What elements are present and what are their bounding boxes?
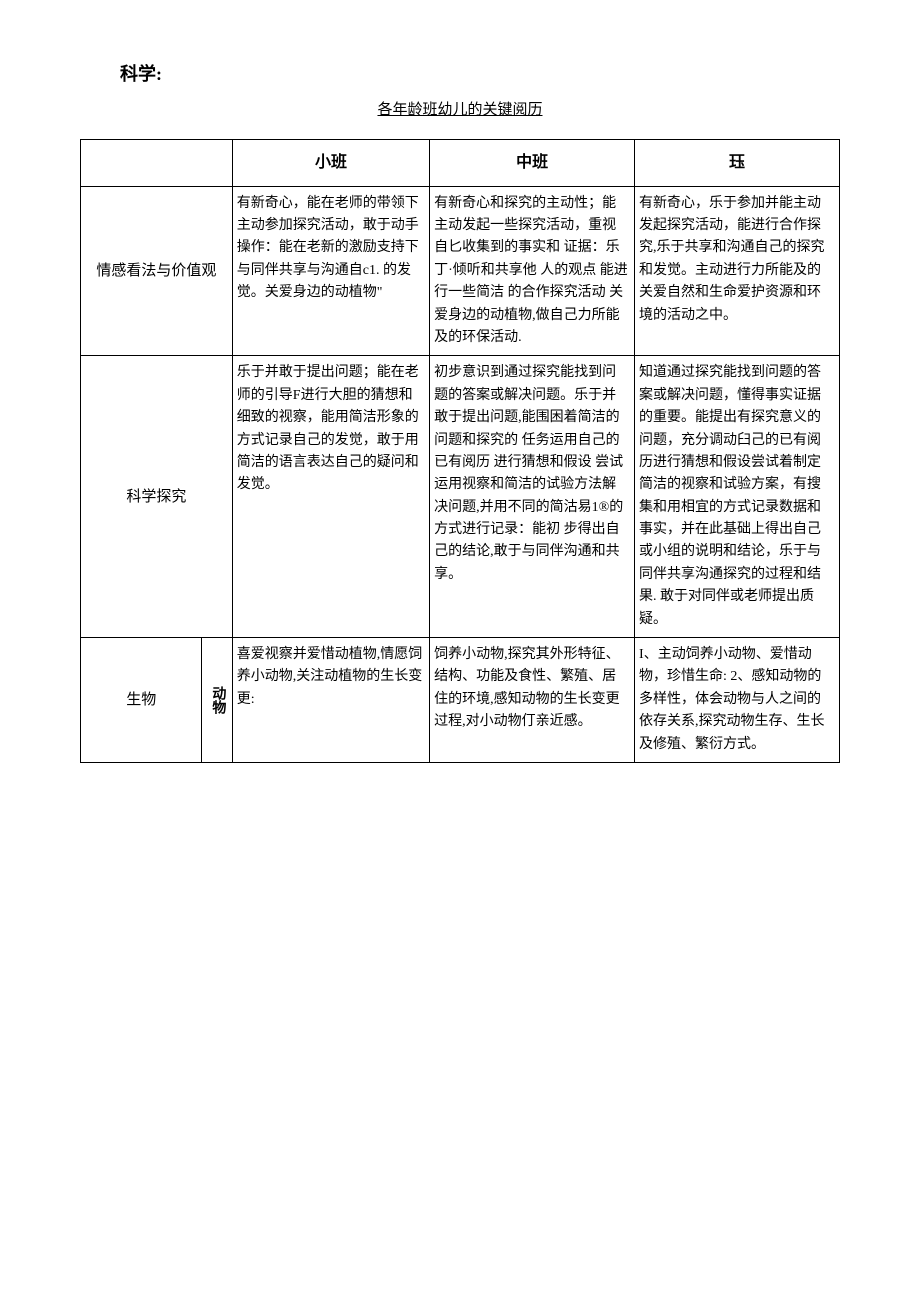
table-row: 情感看法与价值观 有新奇心，能在老师的带领下主动参加探究活动，敢于动手操作：能在…: [81, 186, 840, 356]
row-header-biology: 生物: [81, 638, 202, 763]
title-section: 科学: 各年龄班幼儿的关键阅历: [80, 60, 840, 119]
cell-emotion-small: 有新奇心，能在老师的带领下主动参加探究活动，敢于动手操作：能在老新的激励支持下与…: [232, 186, 429, 356]
table-title: 各年龄班幼儿的关键阅历: [80, 98, 840, 119]
row-header-inquiry: 科学探究: [81, 356, 233, 638]
subject-label: 科学:: [120, 60, 840, 86]
header-blank: [81, 140, 233, 187]
cell-inquiry-large: 知道通过探究能找到问题的答案或解决问题，懂得事实证据的重要。能提出有探究意义的问…: [635, 356, 840, 638]
table-row: 生物 动物 喜爱视察并爱惜动植物,情愿饲养小动物,关注动植物的生长变更: 饲养小…: [81, 638, 840, 763]
cell-emotion-middle: 有新奇心和探究的主动性；能主动发起一些探究活动，重视自匕收集到的事实和 证据：乐…: [430, 186, 635, 356]
cell-inquiry-small: 乐于并敢于提出问题；能在老师的引导F进行大胆的猜想和细致的视察，能用简洁形象的方…: [232, 356, 429, 638]
table-row: 科学探究 乐于并敢于提出问题；能在老师的引导F进行大胆的猜想和细致的视察，能用简…: [81, 356, 840, 638]
cell-biology-small: 喜爱视察并爱惜动植物,情愿饲养小动物,关注动植物的生长变更:: [232, 638, 429, 763]
cell-biology-middle: 饲养小动物,探究其外形特征、结构、功能及食性、繁殖、居住的环境,感知动物的生长变…: [430, 638, 635, 763]
header-large: 珏: [635, 140, 840, 187]
curriculum-table: 小班 中班 珏 情感看法与价值观 有新奇心，能在老师的带领下主动参加探究活动，敢…: [80, 139, 840, 763]
header-row: 小班 中班 珏: [81, 140, 840, 187]
row-header-emotion: 情感看法与价值观: [81, 186, 233, 356]
cell-emotion-large: 有新奇心，乐于参加并能主动发起探究活动，能进行合作探究,乐于共享和沟通自己的探究…: [635, 186, 840, 356]
cell-biology-large: I、主动饲养小动物、爱惜动物，珍惜生命: 2、感知动物的多样性，体会动物与人之间…: [635, 638, 840, 763]
cell-inquiry-middle: 初步意识到通过探究能找到问题的答案或解决问题。乐于并敢于提出问题,能围困着简洁的…: [430, 356, 635, 638]
header-small: 小班: [232, 140, 429, 187]
row-subheader-animal: 动物: [202, 638, 232, 763]
header-middle: 中班: [430, 140, 635, 187]
